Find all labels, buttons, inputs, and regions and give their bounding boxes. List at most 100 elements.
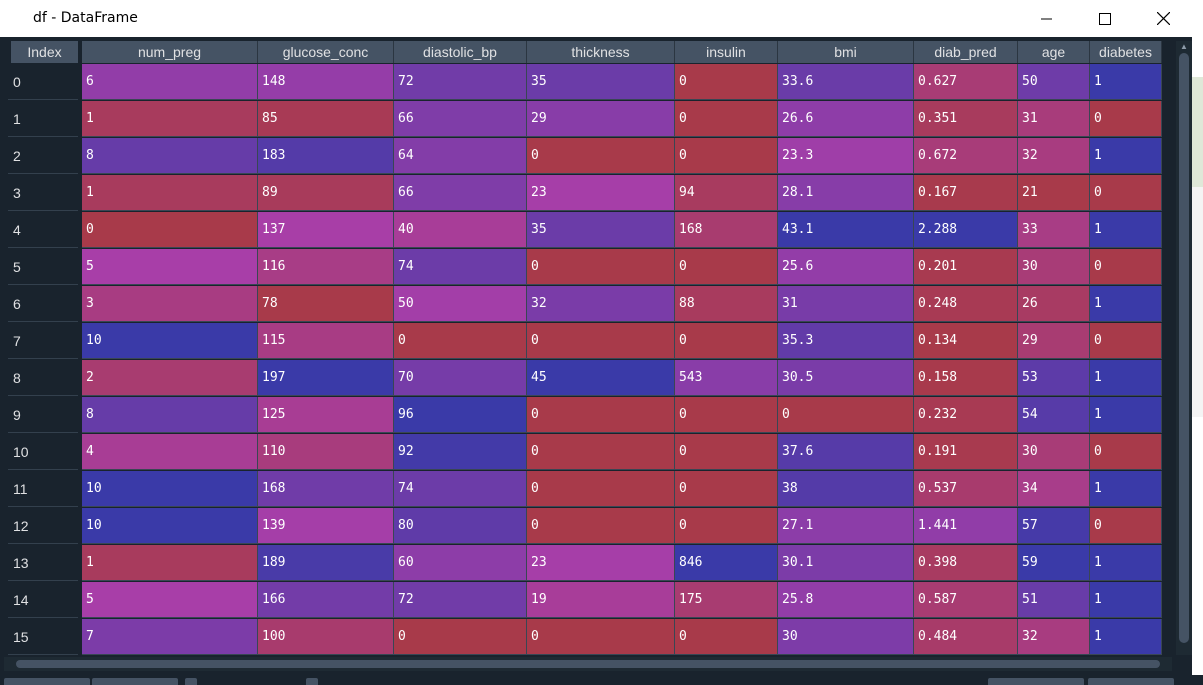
table-cell[interactable]: 1 bbox=[82, 545, 258, 581]
row-index[interactable]: 9 bbox=[8, 397, 78, 433]
table-cell[interactable]: 34 bbox=[1018, 471, 1090, 507]
table-cell[interactable]: 0 bbox=[394, 619, 527, 655]
table-cell[interactable]: 1 bbox=[1090, 360, 1162, 396]
close-button[interactable] bbox=[1134, 0, 1192, 37]
table-cell[interactable]: 0 bbox=[1090, 249, 1162, 285]
table-cell[interactable]: 0 bbox=[527, 138, 675, 174]
table-cell[interactable]: 543 bbox=[675, 360, 778, 396]
table-cell[interactable]: 25.6 bbox=[778, 249, 914, 285]
column-header-insulin[interactable]: insulin bbox=[675, 41, 778, 63]
table-cell[interactable]: 1 bbox=[1090, 619, 1162, 655]
vertical-scroll-thumb[interactable] bbox=[1179, 53, 1189, 643]
table-cell[interactable]: 7 bbox=[82, 619, 258, 655]
bottom-button[interactable] bbox=[988, 678, 1084, 685]
table-cell[interactable]: 0 bbox=[675, 101, 778, 137]
table-cell[interactable]: 26 bbox=[1018, 286, 1090, 322]
maximize-button[interactable] bbox=[1076, 0, 1134, 37]
table-cell[interactable]: 197 bbox=[258, 360, 394, 396]
table-cell[interactable]: 148 bbox=[258, 64, 394, 100]
table-cell[interactable]: 0.587 bbox=[914, 582, 1018, 618]
table-cell[interactable]: 96 bbox=[394, 397, 527, 433]
table-cell[interactable]: 70 bbox=[394, 360, 527, 396]
checkbox[interactable] bbox=[306, 678, 318, 685]
table-cell[interactable]: 0 bbox=[1090, 101, 1162, 137]
table-cell[interactable]: 30 bbox=[1018, 434, 1090, 470]
table-cell[interactable]: 0 bbox=[527, 249, 675, 285]
table-cell[interactable]: 29 bbox=[1018, 323, 1090, 359]
table-cell[interactable]: 1 bbox=[1090, 397, 1162, 433]
table-cell[interactable]: 0 bbox=[1090, 323, 1162, 359]
table-cell[interactable]: 0.398 bbox=[914, 545, 1018, 581]
table-cell[interactable]: 5 bbox=[82, 249, 258, 285]
table-cell[interactable]: 29 bbox=[527, 101, 675, 137]
table-cell[interactable]: 43.1 bbox=[778, 212, 914, 248]
table-cell[interactable]: 23 bbox=[527, 175, 675, 211]
table-cell[interactable]: 0.158 bbox=[914, 360, 1018, 396]
table-cell[interactable]: 0 bbox=[778, 397, 914, 433]
table-cell[interactable]: 0.191 bbox=[914, 434, 1018, 470]
table-cell[interactable]: 168 bbox=[675, 212, 778, 248]
table-cell[interactable]: 30.1 bbox=[778, 545, 914, 581]
table-cell[interactable]: 0 bbox=[527, 323, 675, 359]
row-index[interactable]: 10 bbox=[8, 434, 78, 470]
table-cell[interactable]: 32 bbox=[1018, 138, 1090, 174]
horizontal-scrollbar[interactable] bbox=[4, 657, 1172, 671]
table-cell[interactable]: 100 bbox=[258, 619, 394, 655]
table-cell[interactable]: 64 bbox=[394, 138, 527, 174]
table-cell[interactable]: 115 bbox=[258, 323, 394, 359]
horizontal-scroll-thumb[interactable] bbox=[16, 660, 1160, 668]
checkbox[interactable] bbox=[185, 678, 197, 685]
column-header-age[interactable]: age bbox=[1018, 41, 1090, 63]
table-cell[interactable]: 33 bbox=[1018, 212, 1090, 248]
table-cell[interactable]: 4 bbox=[82, 434, 258, 470]
index-header[interactable]: Index bbox=[11, 41, 78, 63]
table-cell[interactable]: 32 bbox=[527, 286, 675, 322]
table-cell[interactable]: 166 bbox=[258, 582, 394, 618]
table-cell[interactable]: 0.672 bbox=[914, 138, 1018, 174]
table-cell[interactable]: 137 bbox=[258, 212, 394, 248]
table-cell[interactable]: 53 bbox=[1018, 360, 1090, 396]
table-cell[interactable]: 0 bbox=[675, 138, 778, 174]
table-cell[interactable]: 0.134 bbox=[914, 323, 1018, 359]
table-cell[interactable]: 1 bbox=[1090, 138, 1162, 174]
table-cell[interactable]: 23.3 bbox=[778, 138, 914, 174]
bottom-button[interactable] bbox=[92, 678, 178, 685]
table-cell[interactable]: 10 bbox=[82, 471, 258, 507]
table-cell[interactable]: 0 bbox=[394, 323, 527, 359]
table-cell[interactable]: 1 bbox=[1090, 286, 1162, 322]
table-cell[interactable]: 66 bbox=[394, 175, 527, 211]
table-cell[interactable]: 8 bbox=[82, 138, 258, 174]
table-cell[interactable]: 45 bbox=[527, 360, 675, 396]
row-index[interactable]: 3 bbox=[8, 175, 78, 211]
column-header-diastolic-bp[interactable]: diastolic_bp bbox=[394, 41, 527, 63]
table-cell[interactable]: 125 bbox=[258, 397, 394, 433]
table-cell[interactable]: 0 bbox=[527, 508, 675, 544]
table-cell[interactable]: 38 bbox=[778, 471, 914, 507]
table-cell[interactable]: 1 bbox=[1090, 64, 1162, 100]
table-cell[interactable]: 0 bbox=[675, 508, 778, 544]
table-cell[interactable]: 88 bbox=[675, 286, 778, 322]
table-cell[interactable]: 30 bbox=[778, 619, 914, 655]
table-cell[interactable]: 0 bbox=[82, 212, 258, 248]
table-cell[interactable]: 0.627 bbox=[914, 64, 1018, 100]
table-cell[interactable]: 0 bbox=[527, 397, 675, 433]
row-index[interactable]: 12 bbox=[8, 508, 78, 544]
row-index[interactable]: 6 bbox=[8, 286, 78, 322]
table-cell[interactable]: 66 bbox=[394, 101, 527, 137]
row-index[interactable]: 4 bbox=[8, 212, 78, 248]
table-cell[interactable]: 31 bbox=[778, 286, 914, 322]
table-cell[interactable]: 72 bbox=[394, 582, 527, 618]
table-cell[interactable]: 32 bbox=[1018, 619, 1090, 655]
table-cell[interactable]: 0 bbox=[675, 397, 778, 433]
table-cell[interactable]: 78 bbox=[258, 286, 394, 322]
table-cell[interactable]: 6 bbox=[82, 64, 258, 100]
table-cell[interactable]: 110 bbox=[258, 434, 394, 470]
table-cell[interactable]: 183 bbox=[258, 138, 394, 174]
table-cell[interactable]: 0 bbox=[675, 619, 778, 655]
row-index[interactable]: 11 bbox=[8, 471, 78, 507]
table-cell[interactable]: 1 bbox=[1090, 212, 1162, 248]
table-cell[interactable]: 85 bbox=[258, 101, 394, 137]
table-cell[interactable]: 0.537 bbox=[914, 471, 1018, 507]
column-header-num-preg[interactable]: num_preg bbox=[82, 41, 258, 63]
bottom-button[interactable] bbox=[4, 678, 90, 685]
